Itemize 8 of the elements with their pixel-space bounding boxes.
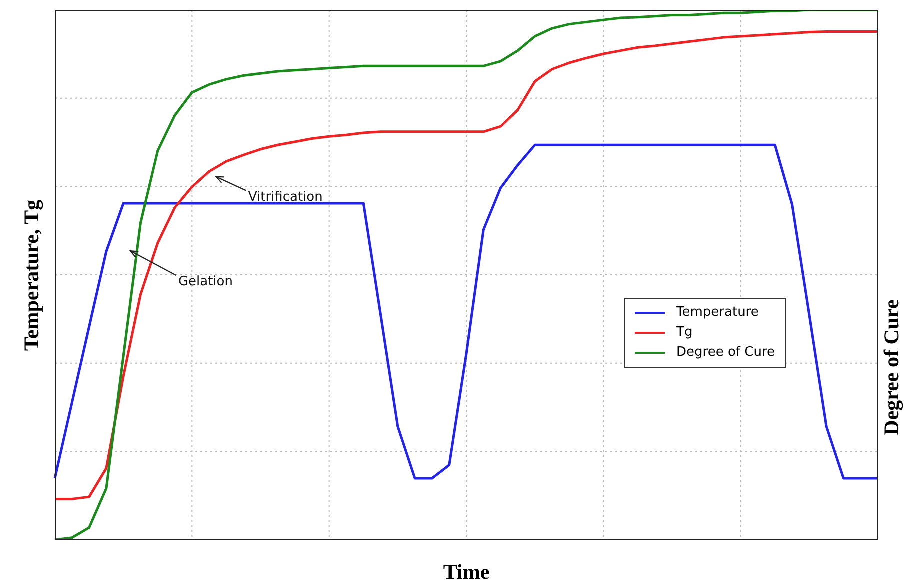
y2-axis-title: Degree of Cure (880, 298, 904, 438)
legend-label: Temperature (676, 304, 759, 322)
x-axis-title: Time (442, 560, 491, 584)
annotation: Vitrification (248, 190, 323, 205)
legend-label: Degree of Cure (676, 344, 775, 362)
y-axis-title: Temperature, Tg (20, 198, 44, 354)
legend-label: Tg (676, 324, 693, 342)
annotation: Gelation (178, 274, 234, 290)
